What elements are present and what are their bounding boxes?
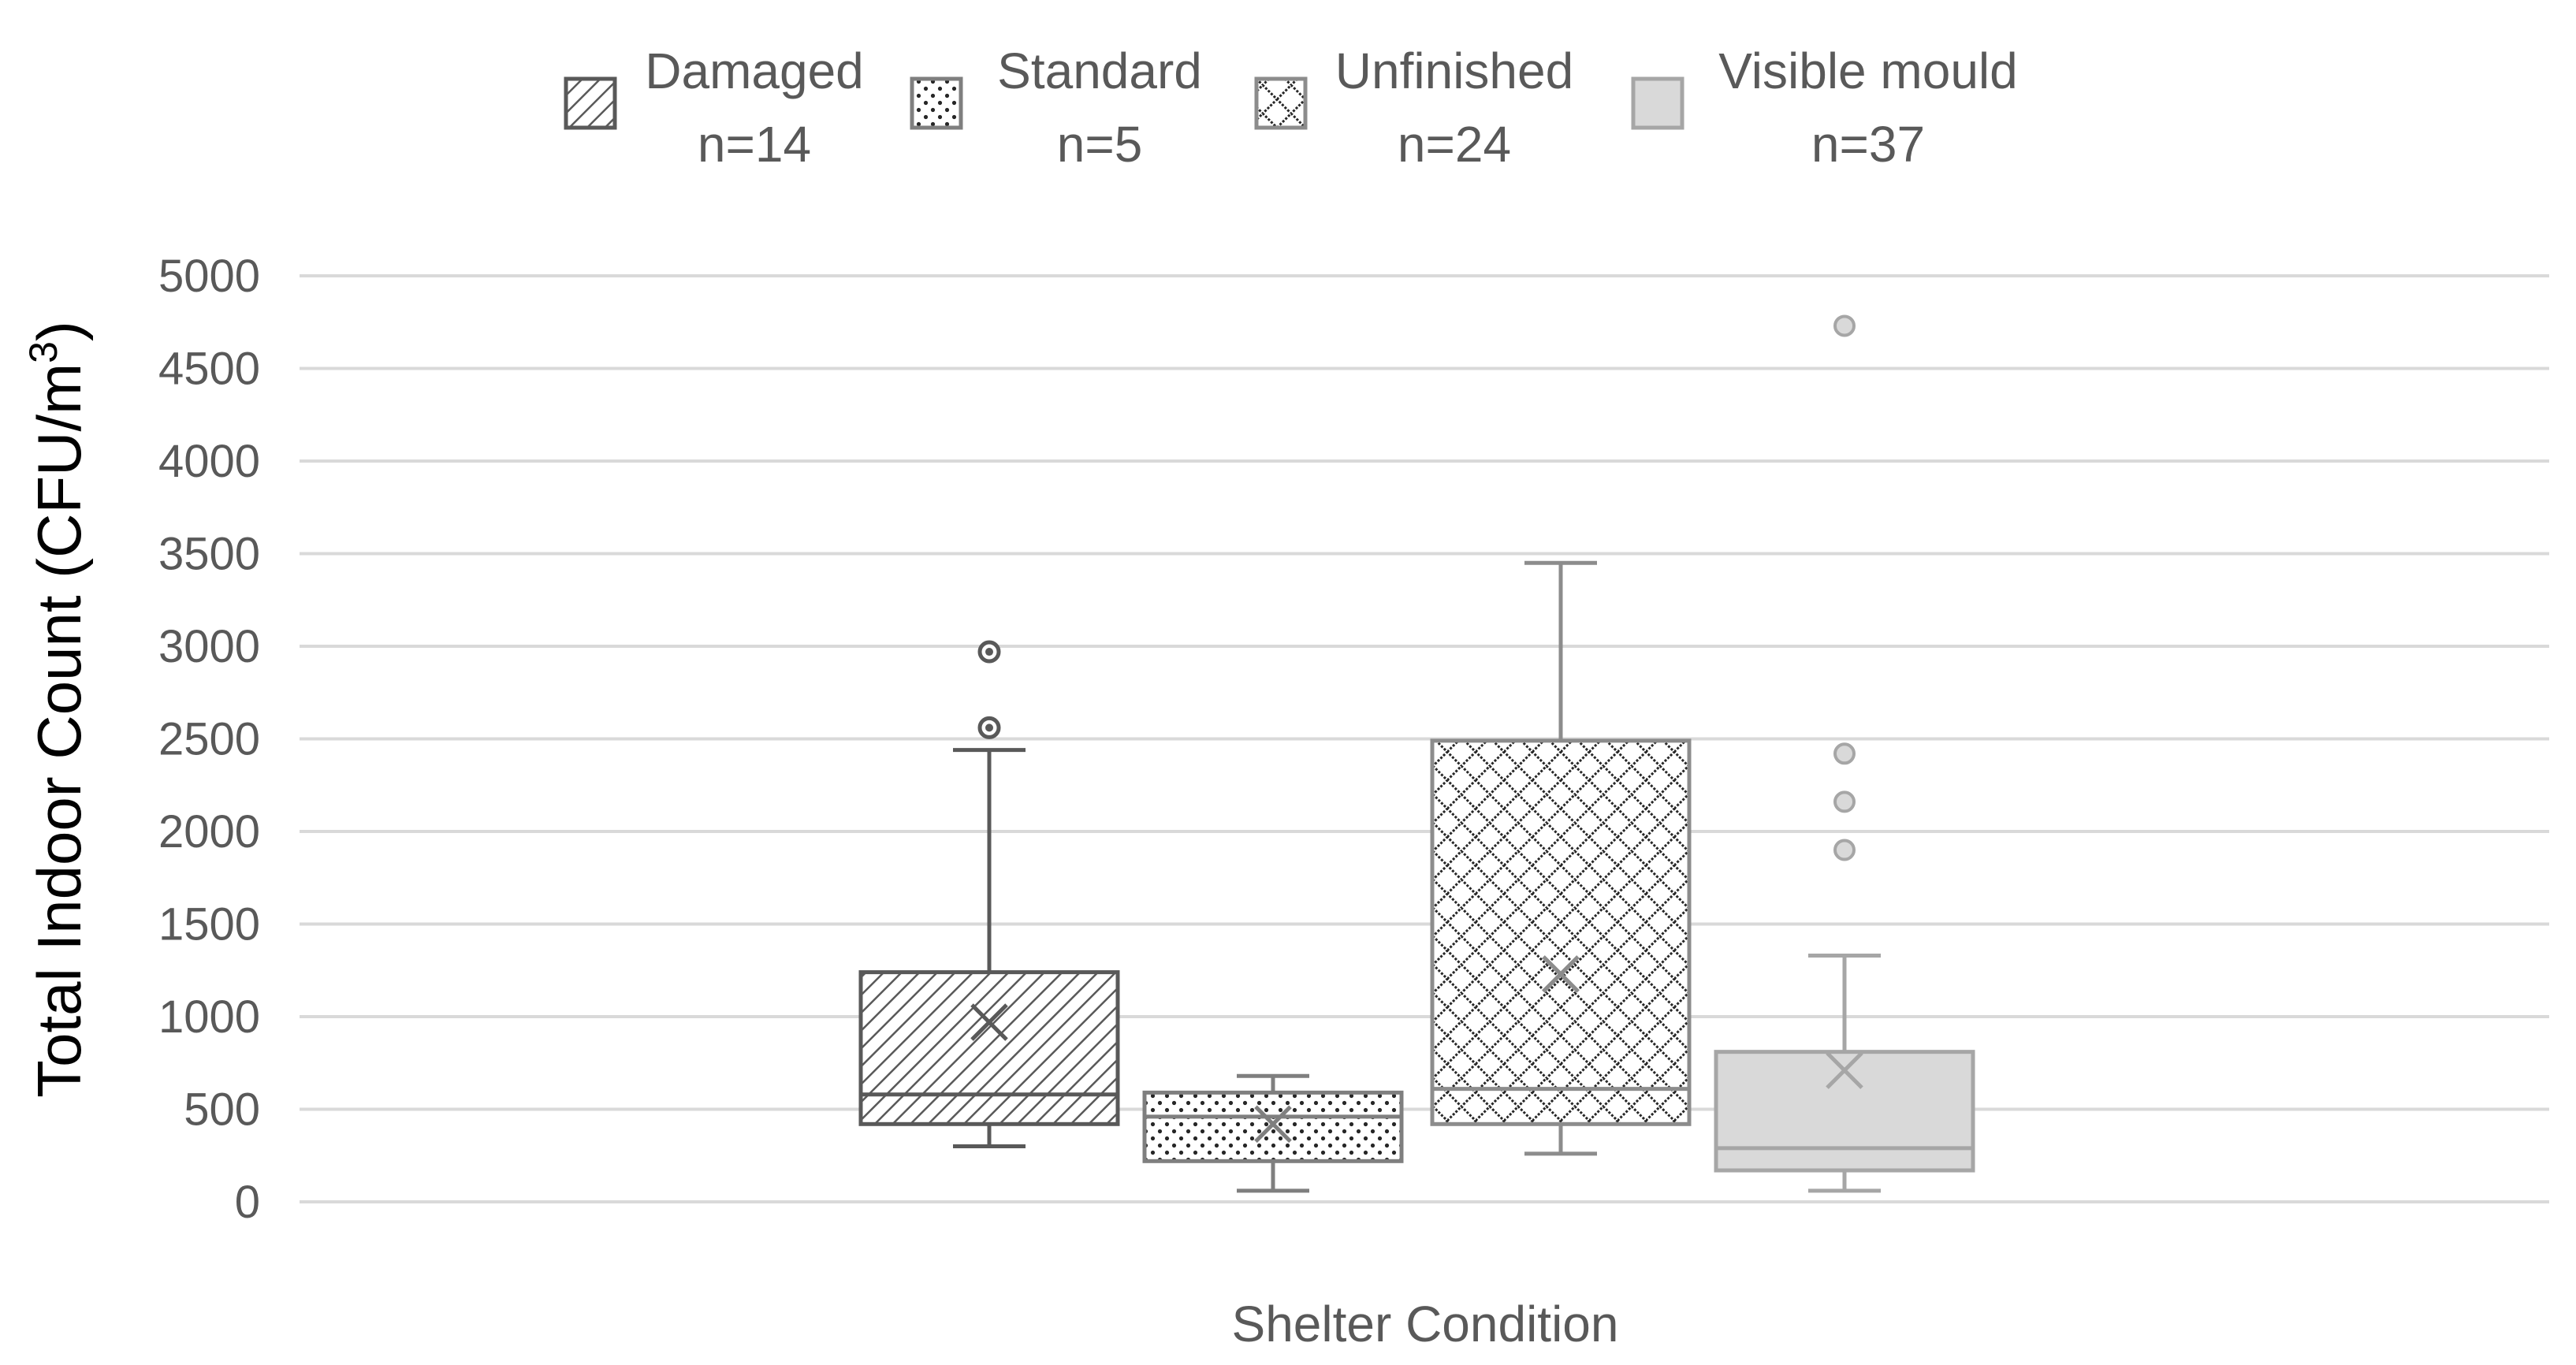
legend: Damaged n=14 Standard n=5 Unfinished n=24 Visi… <box>564 43 2018 173</box>
legend-label: Damaged <box>645 43 864 99</box>
iqr-box <box>858 970 1120 1126</box>
legend-item-damaged: Damaged n=14 <box>564 43 864 173</box>
gridlines <box>300 274 2549 1203</box>
outlier-point <box>1833 742 1856 765</box>
legend-swatch <box>1254 76 1308 130</box>
box-visible-mould <box>1714 314 1975 1193</box>
y-tick-label: 4000 <box>158 436 260 487</box>
y-tick-label: 0 <box>235 1177 260 1228</box>
y-tick-label: 500 <box>184 1084 260 1136</box>
legend-n-label: n=5 <box>1057 116 1143 173</box>
iqr-box <box>1430 738 1692 1126</box>
legend-label: Unfinished <box>1335 43 1573 99</box>
y-tick-label: 5000 <box>158 251 260 302</box>
legend-swatch <box>1631 76 1684 130</box>
mean-marker <box>1254 1105 1292 1144</box>
y-tick-label: 3000 <box>158 621 260 672</box>
box-unfinished <box>1430 560 1692 1156</box>
y-axis-ticks: 0 500 1000 1500 2000 2500 3000 3500 4000 4500 5000 <box>158 251 260 1228</box>
legend-n-label: n=14 <box>698 116 811 173</box>
legend-item-standard: Standard n=5 <box>910 43 1202 173</box>
outlier-point <box>1833 314 1856 337</box>
legend-item-visible-mould: Visible mould n=37 <box>1631 43 2018 173</box>
legend-n-label: n=24 <box>1398 116 1511 173</box>
y-tick-label: 3500 <box>158 529 260 580</box>
y-tick-label: 1500 <box>158 899 260 950</box>
y-axis-title: Total Indoor Count (CFU/m3) <box>21 321 94 1098</box>
y-axis-title-close: ) <box>24 321 94 341</box>
legend-swatch <box>910 76 963 130</box>
box-standard <box>1142 1073 1404 1193</box>
outlier-point <box>1833 790 1856 813</box>
outlier-point-dot <box>985 648 993 656</box>
box-damaged <box>858 640 1120 1148</box>
outlier-point-dot <box>985 723 993 732</box>
legend-n-label: n=37 <box>1811 116 1925 173</box>
outlier-point <box>1833 839 1856 861</box>
legend-item-unfinished: Unfinished n=24 <box>1254 43 1573 173</box>
x-axis-title: Shelter Condition <box>1232 1296 1619 1352</box>
y-tick-label: 4500 <box>158 344 260 395</box>
y-axis-title-superscript: 3 <box>21 341 65 363</box>
mean-marker <box>1826 1051 1863 1089</box>
legend-swatch <box>564 76 617 130</box>
legend-label: Visible mould <box>1718 43 2017 99</box>
y-tick-label: 2000 <box>158 806 260 857</box>
y-tick-label: 1000 <box>158 991 260 1043</box>
boxes <box>858 314 1975 1193</box>
mean-marker <box>970 1003 1008 1041</box>
y-axis-title-main: Total Indoor Count (CFU/m <box>24 363 94 1098</box>
mean-marker <box>1542 955 1580 993</box>
y-tick-label: 2500 <box>158 714 260 765</box>
legend-label: Standard <box>997 43 1202 99</box>
